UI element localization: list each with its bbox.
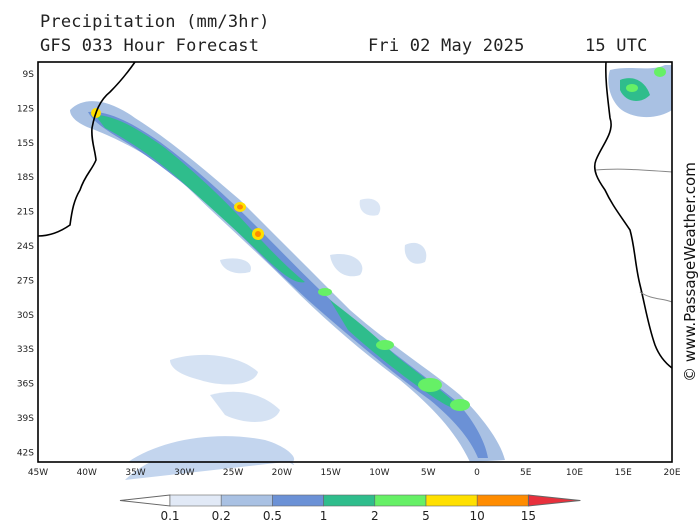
lat-tick-label: 33S (17, 345, 34, 355)
legend-swatch (374, 494, 427, 507)
lat-tick-label: 12S (17, 104, 34, 114)
lon-tick-label: 5E (520, 468, 532, 478)
legend-swatch (169, 494, 222, 507)
legend-swatch (323, 494, 376, 507)
south-america-coast (37, 61, 136, 237)
legend-label: 10 (470, 509, 485, 523)
lat-tick-label: 36S (17, 380, 34, 390)
precip-band (70, 101, 505, 463)
lon-tick-label: 25W (223, 468, 243, 478)
lon-tick-label: 20W (272, 468, 292, 478)
lon-tick-label: 10W (369, 468, 389, 478)
coastlines (37, 61, 673, 369)
header-date: Fri 02 May 2025 (368, 36, 525, 56)
lon-tick-label: 30W (174, 468, 194, 478)
africa-coast (593, 61, 673, 369)
longitude-labels: 45W 40W 35W 30W 25W 20W 15W 10W 5W 0 5E 10E 15E 20E (28, 468, 681, 478)
legend-swatch (425, 494, 478, 507)
legend-swatch (119, 494, 171, 507)
lat-tick-label: 15S (17, 139, 34, 149)
lon-tick-label: 15E (615, 468, 632, 478)
lat-tick-label: 9S (23, 70, 35, 80)
borders (595, 168, 673, 303)
lon-tick-label: 45W (28, 468, 48, 478)
legend-label: 0.2 (212, 509, 231, 523)
lat-tick-label: 18S (17, 173, 34, 183)
precip-northeast-cells (608, 65, 672, 118)
header-title: Precipitation (mm/3hr) (40, 12, 270, 32)
legend-swatch (476, 494, 529, 507)
lon-tick-label: 35W (125, 468, 145, 478)
latitude-labels: 9S 12S 15S 18S 21S 24S 27S 30S 33S 36S 39S 42S (17, 70, 34, 458)
legend-label: 0.1 (160, 509, 179, 523)
lon-tick-label: 20E (663, 468, 680, 478)
lat-tick-label: 27S (17, 276, 34, 286)
legend-swatch (272, 494, 324, 507)
legend-label: 2 (371, 509, 379, 523)
lon-tick-label: 0 (474, 468, 480, 478)
lat-tick-label: 24S (17, 242, 34, 252)
legend-swatch (220, 494, 273, 507)
lat-tick-label: 39S (17, 414, 34, 424)
legend-swatch (527, 494, 581, 507)
watermark: © www.PassageWeather.com (681, 162, 699, 382)
header-forecast: GFS 033 Hour Forecast (40, 36, 260, 56)
legend-label: 1 (320, 509, 328, 523)
legend-label: 5 (422, 509, 430, 523)
legend-label: 0.5 (263, 509, 282, 523)
lon-tick-label: 10E (566, 468, 583, 478)
lon-tick-label: 5W (421, 468, 436, 478)
map-frame (37, 61, 673, 463)
legend-colorbar: 0.1 0.2 0.5 1 2 5 10 15 (119, 494, 581, 523)
lon-tick-label: 40W (77, 468, 97, 478)
legend-label: 15 (521, 509, 536, 523)
lat-tick-label: 21S (17, 208, 34, 218)
lon-tick-label: 15W (320, 468, 340, 478)
lat-tick-label: 30S (17, 311, 34, 321)
lat-tick-label: 42S (17, 448, 34, 458)
header-time: 15 UTC (585, 36, 648, 56)
